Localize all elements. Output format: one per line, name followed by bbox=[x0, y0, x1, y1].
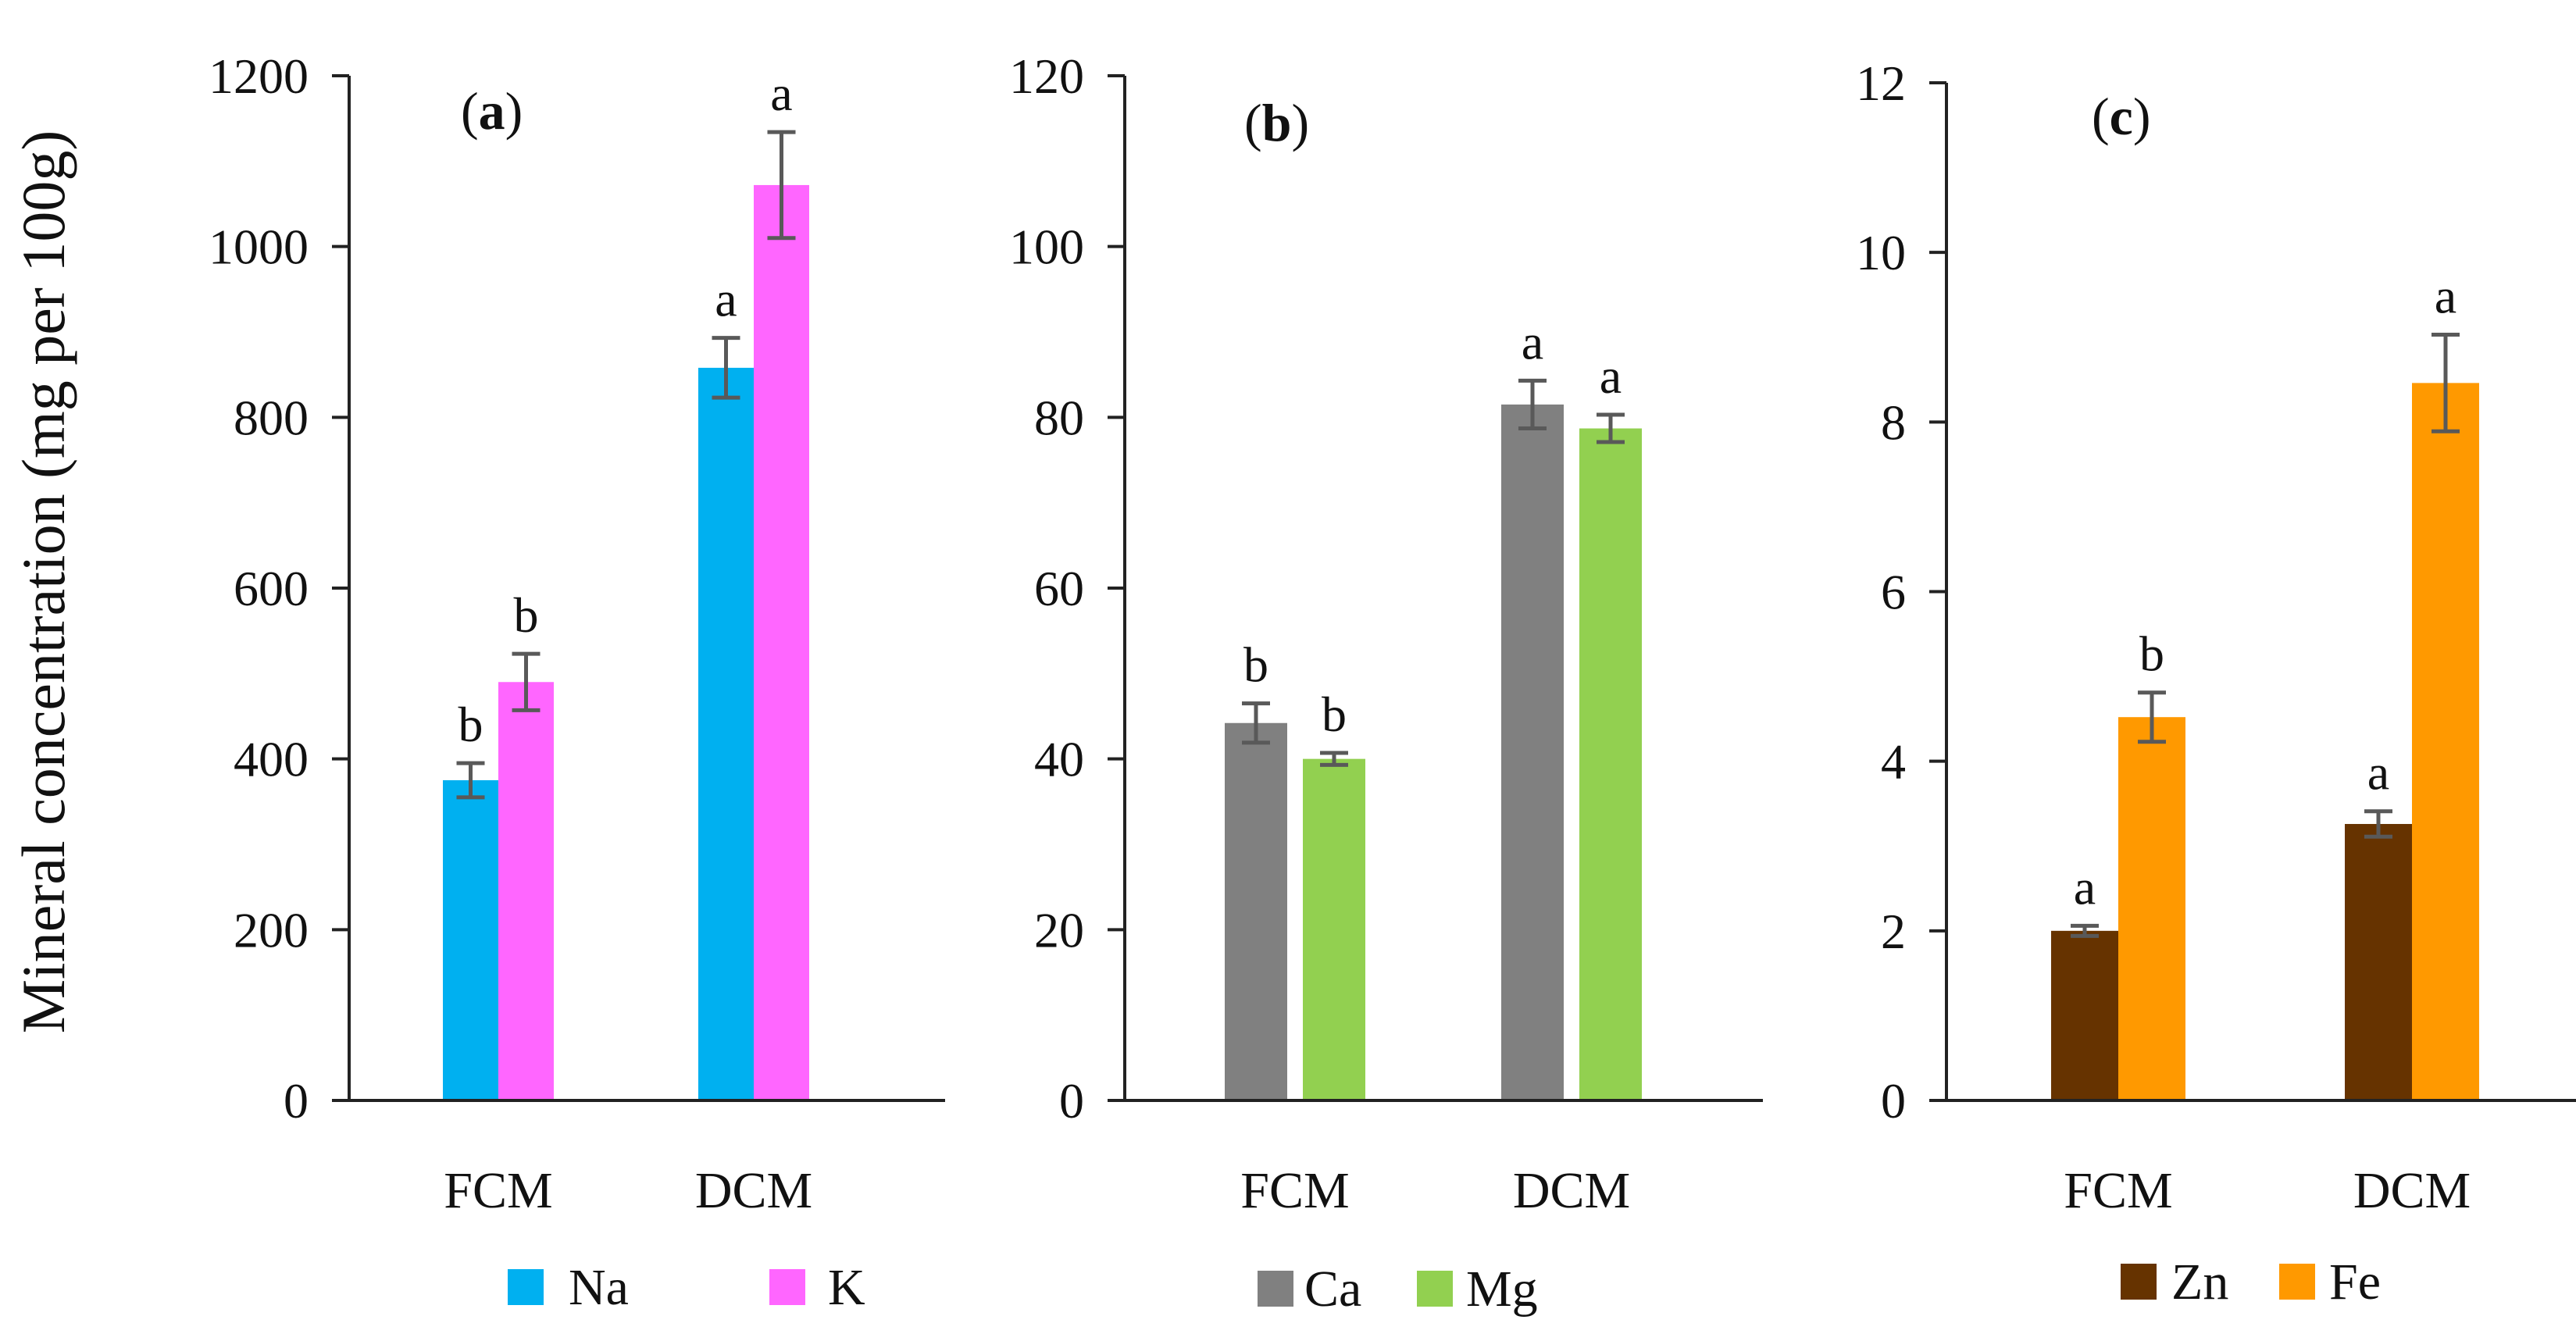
y-tick-label: 0 bbox=[284, 1073, 309, 1129]
significance-letter: a bbox=[1522, 314, 1543, 369]
panel-title: (c) bbox=[2092, 87, 2151, 146]
y-tick-label: 4 bbox=[1881, 734, 1906, 790]
y-tick-label: 100 bbox=[1009, 219, 1084, 275]
bar-zn-dcm bbox=[2345, 824, 2412, 1100]
legend-label-mg: Mg bbox=[1466, 1261, 1538, 1318]
y-tick-label: 600 bbox=[234, 561, 309, 616]
chart-panel-c: a b FCM a a DCM 0 2 4 6 8 10 12 (c) Zn Fe bbox=[1856, 55, 2576, 1311]
significance-letter: b bbox=[1243, 637, 1268, 693]
y-tick-label: 200 bbox=[234, 902, 309, 958]
y-tick-label: 400 bbox=[234, 732, 309, 787]
y-tick-label: 80 bbox=[1034, 390, 1084, 445]
error-bar-na-fcm bbox=[456, 761, 485, 800]
chart-panel-a: bb FCM a a DCM 0 200 400 600 800 1000 1200 (a) Na K bbox=[209, 48, 945, 1316]
error-bar-mg-dcm bbox=[1597, 412, 1625, 444]
legend: Zn Fe bbox=[2121, 1254, 2381, 1311]
y-tick-label: 120 bbox=[1009, 48, 1084, 104]
y-tick-label: 1200 bbox=[209, 48, 309, 104]
error-bar-k-dcm bbox=[767, 130, 796, 241]
bar-k-fcm bbox=[498, 682, 554, 1100]
y-tick-label: 8 bbox=[1881, 394, 1906, 450]
y-axis-label: Mineral concentration (mg per 100g) bbox=[9, 130, 77, 1034]
bar-ca-dcm bbox=[1501, 404, 1564, 1100]
bar-mg-fcm bbox=[1303, 758, 1365, 1100]
category-label-dcm: DCM bbox=[2353, 1162, 2471, 1219]
legend: Na K bbox=[508, 1259, 865, 1316]
y-tick-label: 6 bbox=[1881, 565, 1906, 620]
bar-mg-dcm bbox=[1579, 428, 1642, 1100]
significance-letter: a bbox=[770, 66, 792, 121]
significance-letter: a bbox=[2074, 859, 2096, 915]
error-bar-mg-fcm bbox=[1320, 751, 1348, 767]
legend-label-zn: Zn bbox=[2171, 1254, 2228, 1311]
significance-letter: b bbox=[2139, 626, 2164, 682]
category-label-dcm: DCM bbox=[1513, 1162, 1630, 1219]
legend-swatch-fe bbox=[2279, 1264, 2315, 1300]
y-tick-label: 10 bbox=[1856, 225, 1906, 280]
significance-letter: a bbox=[2367, 745, 2389, 801]
y-tick-label: 1000 bbox=[209, 219, 309, 275]
y-tick-label: 20 bbox=[1034, 902, 1084, 958]
error-bar-k-fcm bbox=[512, 651, 541, 712]
legend-label-k: K bbox=[828, 1259, 865, 1316]
y-tick-label: 800 bbox=[234, 390, 309, 445]
y-tick-label: 2 bbox=[1881, 904, 1906, 959]
significance-letter: b bbox=[458, 697, 483, 752]
bar-k-dcm bbox=[754, 184, 809, 1101]
y-tick-label: 0 bbox=[1881, 1073, 1906, 1129]
significance-letter: a bbox=[2435, 268, 2456, 323]
significance-letter: a bbox=[1600, 348, 1622, 404]
legend-swatch-zn bbox=[2121, 1264, 2157, 1300]
legend-swatch-ca bbox=[1258, 1271, 1293, 1307]
significance-letter: a bbox=[715, 272, 737, 327]
legend-swatch-mg bbox=[1417, 1271, 1453, 1307]
significance-letter: b bbox=[1322, 687, 1347, 742]
bar-fe-fcm bbox=[2118, 717, 2185, 1100]
panel-title: (a) bbox=[461, 81, 523, 141]
error-bar-ca-dcm bbox=[1518, 378, 1547, 431]
bar-ca-fcm bbox=[1225, 722, 1287, 1100]
error-bar-zn-dcm bbox=[2364, 809, 2392, 839]
panel-title: (b) bbox=[1244, 93, 1309, 152]
legend-label-ca: Ca bbox=[1304, 1261, 1361, 1318]
y-tick-label: 0 bbox=[1059, 1073, 1084, 1129]
error-bar-ca-fcm bbox=[1242, 701, 1270, 745]
y-tick-label: 40 bbox=[1034, 732, 1084, 787]
error-bar-zn-fcm bbox=[2071, 923, 2099, 938]
error-bar-fe-dcm bbox=[2432, 332, 2460, 433]
y-tick-label: 60 bbox=[1034, 561, 1084, 616]
error-bar-fe-fcm bbox=[2138, 690, 2166, 744]
bar-fe-dcm bbox=[2412, 383, 2479, 1100]
legend-label-fe: Fe bbox=[2329, 1254, 2381, 1311]
category-label-dcm: DCM bbox=[695, 1162, 812, 1219]
category-label-fcm: FCM bbox=[2064, 1162, 2172, 1219]
category-label-fcm: FCM bbox=[1240, 1162, 1349, 1219]
error-bar-na-dcm bbox=[712, 336, 740, 400]
chart-panel-b: bb FCM a a DCM 0 20 40 60 80 100 120 (b) Ca Mg bbox=[1009, 48, 1763, 1318]
bar-zn-fcm bbox=[2051, 930, 2118, 1100]
category-label-fcm: FCM bbox=[444, 1162, 552, 1219]
bar-na-dcm bbox=[698, 367, 754, 1100]
legend-swatch-na bbox=[508, 1269, 544, 1305]
legend: Ca Mg bbox=[1258, 1261, 1538, 1318]
significance-letter: b bbox=[514, 587, 539, 643]
y-tick-label: 12 bbox=[1856, 55, 1906, 111]
legend-label-na: Na bbox=[569, 1259, 629, 1316]
bar-na-fcm bbox=[443, 780, 498, 1100]
legend-swatch-k bbox=[769, 1269, 805, 1305]
